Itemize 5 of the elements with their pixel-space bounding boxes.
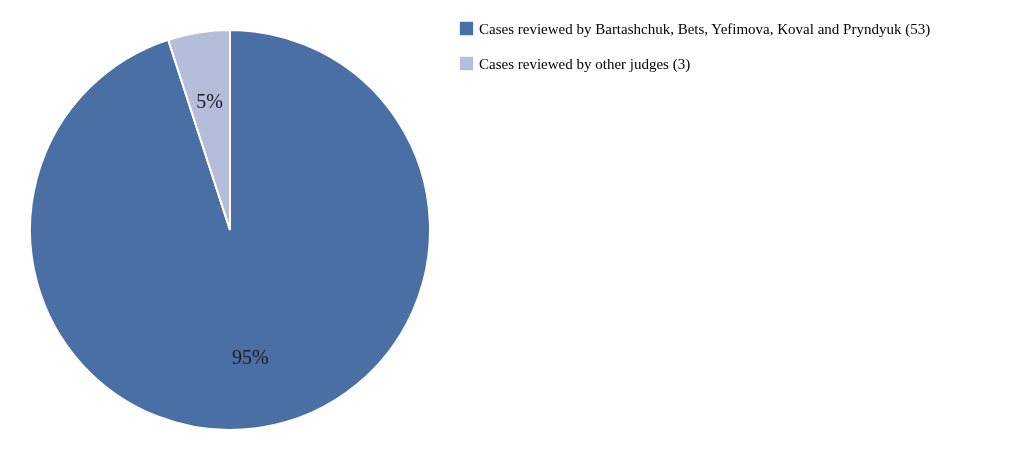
legend-label: Cases reviewed by other judges (3) <box>479 55 691 73</box>
legend-label: Cases reviewed by Bartashchuk, Bets, Yefimova, Koval and Pryndyuk (53) <box>479 20 931 38</box>
data-label: 5% <box>196 89 223 112</box>
pie-slice <box>29 29 431 431</box>
data-label: 95% <box>232 346 269 369</box>
